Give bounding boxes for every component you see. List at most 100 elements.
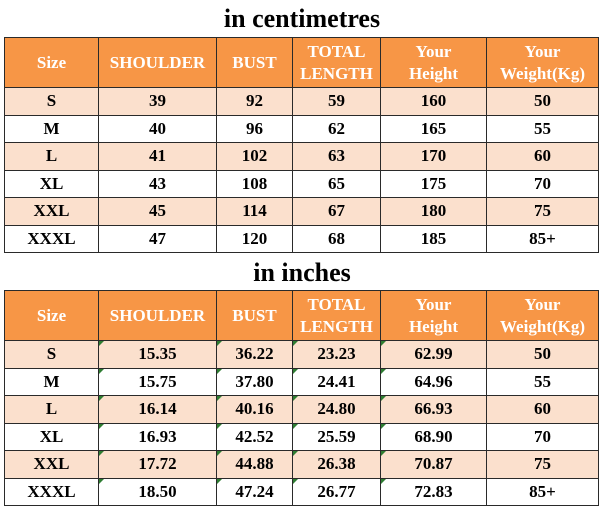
inches-cell: L — [4, 395, 99, 424]
cm-table-row: XL 43 108 65 175 70 — [4, 169, 599, 198]
cm-table-row: S 39 92 59 160 50 — [4, 87, 599, 116]
inches-cell: XXL — [4, 450, 99, 479]
cm-cell: 120 — [216, 224, 293, 253]
inches-cell: 25.59 — [292, 422, 381, 451]
cm-header-row: Size SHOULDER BUST TOTAL LENGTH Your Heigh… — [4, 37, 599, 88]
inches-table-row: S 15.35 36.22 23.23 62.99 50 — [4, 340, 599, 369]
inches-cell: 64.96 — [380, 367, 487, 396]
inches-cell: 85+ — [486, 477, 599, 506]
inches-table-row: XL 16.93 42.52 25.59 68.90 70 — [4, 422, 599, 451]
inches-cell: 42.52 — [216, 422, 293, 451]
cm-cell: 75 — [486, 197, 599, 226]
cm-table-row: XXL 45 114 67 180 75 — [4, 197, 599, 226]
cm-cell: 185 — [380, 224, 487, 253]
inches-cell: 26.38 — [292, 450, 381, 479]
inches-cell: 62.99 — [380, 340, 487, 369]
cm-cell: 67 — [292, 197, 381, 226]
inches-size-table: Size SHOULDER BUST TOTAL LENGTH Your Heigh… — [4, 290, 599, 506]
cm-header-shoulder: SHOULDER — [98, 37, 217, 88]
cm-header-size: Size — [4, 37, 99, 88]
inches-cell: 36.22 — [216, 340, 293, 369]
cm-cell: 70 — [486, 169, 599, 198]
inches-table-row: L 16.14 40.16 24.80 66.93 60 — [4, 395, 599, 424]
cm-table-row: XXXL 47 120 68 185 85+ — [4, 224, 599, 253]
inches-header-total-length: TOTAL LENGTH — [292, 290, 381, 341]
inches-cell: 16.14 — [98, 395, 217, 424]
cm-cell: 180 — [380, 197, 487, 226]
cm-cell: 59 — [292, 87, 381, 116]
inches-cell: 72.83 — [380, 477, 487, 506]
inches-cell: 50 — [486, 340, 599, 369]
cm-cell: XL — [4, 169, 99, 198]
inches-cell: 15.35 — [98, 340, 217, 369]
inches-cell: 17.72 — [98, 450, 217, 479]
inches-cell: 18.50 — [98, 477, 217, 506]
cm-cell: S — [4, 87, 99, 116]
inches-header-bust: BUST — [216, 290, 293, 341]
cm-cell: 175 — [380, 169, 487, 198]
cm-cell: 170 — [380, 142, 487, 171]
cm-cell: 108 — [216, 169, 293, 198]
cm-cell: 50 — [486, 87, 599, 116]
cm-cell: L — [4, 142, 99, 171]
inches-cell: 44.88 — [216, 450, 293, 479]
cm-size-table: Size SHOULDER BUST TOTAL LENGTH Your Heigh… — [4, 37, 599, 253]
inches-cell: 24.80 — [292, 395, 381, 424]
inches-cell: 23.23 — [292, 340, 381, 369]
inches-cell: S — [4, 340, 99, 369]
cm-cell: 114 — [216, 197, 293, 226]
inches-cell: 40.16 — [216, 395, 293, 424]
cm-cell: 62 — [292, 114, 381, 143]
inches-header-shoulder: SHOULDER — [98, 290, 217, 341]
inches-cell: 70.87 — [380, 450, 487, 479]
inches-cell: 75 — [486, 450, 599, 479]
inches-cell: 60 — [486, 395, 599, 424]
inches-header-size: Size — [4, 290, 99, 341]
cm-cell: XXL — [4, 197, 99, 226]
cm-cell: 39 — [98, 87, 217, 116]
inches-cell: 16.93 — [98, 422, 217, 451]
inches-cell: 24.41 — [292, 367, 381, 396]
inches-cell: XXXL — [4, 477, 99, 506]
cm-cell: 60 — [486, 142, 599, 171]
cm-table-row: M 40 96 62 165 55 — [4, 114, 599, 143]
inches-cell: 66.93 — [380, 395, 487, 424]
cm-cell: 47 — [98, 224, 217, 253]
inches-cell: M — [4, 367, 99, 396]
cm-cell: 63 — [292, 142, 381, 171]
inches-table-row: M 15.75 37.80 24.41 64.96 55 — [4, 367, 599, 396]
inches-cell: 70 — [486, 422, 599, 451]
cm-cell: 65 — [292, 169, 381, 198]
inches-table-row: XXXL 18.50 47.24 26.77 72.83 85+ — [4, 477, 599, 506]
cm-cell: 102 — [216, 142, 293, 171]
cm-title: in centimetres — [223, 4, 381, 33]
cm-cell: 68 — [292, 224, 381, 253]
cm-cell: 45 — [98, 197, 217, 226]
inches-header-row: Size SHOULDER BUST TOTAL LENGTH Your Heigh… — [4, 290, 599, 341]
inches-table-row: XXL 17.72 44.88 26.38 70.87 75 — [4, 450, 599, 479]
inches-cell: 15.75 — [98, 367, 217, 396]
cm-cell: 85+ — [486, 224, 599, 253]
cm-cell: 55 — [486, 114, 599, 143]
inches-cell: XL — [4, 422, 99, 451]
cm-header-weight: Your Weight(Kg) — [486, 37, 599, 88]
cm-cell: 43 — [98, 169, 217, 198]
cm-cell: 40 — [98, 114, 217, 143]
cm-cell: 92 — [216, 87, 293, 116]
cm-cell: 165 — [380, 114, 487, 143]
cm-cell: M — [4, 114, 99, 143]
inches-cell: 55 — [486, 367, 599, 396]
cm-cell: XXXL — [4, 224, 99, 253]
inches-cell: 37.80 — [216, 367, 293, 396]
cm-cell: 96 — [216, 114, 293, 143]
cm-header-bust: BUST — [216, 37, 293, 88]
cm-cell: 160 — [380, 87, 487, 116]
cm-cell: 41 — [98, 142, 217, 171]
inches-cell: 47.24 — [216, 477, 293, 506]
inches-header-height: Your Height — [380, 290, 487, 341]
inches-header-weight: Your Weight(Kg) — [486, 290, 599, 341]
inches-cell: 68.90 — [380, 422, 487, 451]
inches-cell: 26.77 — [292, 477, 381, 506]
cm-table-row: L 41 102 63 170 60 — [4, 142, 599, 171]
inches-title: in inches — [253, 258, 351, 287]
